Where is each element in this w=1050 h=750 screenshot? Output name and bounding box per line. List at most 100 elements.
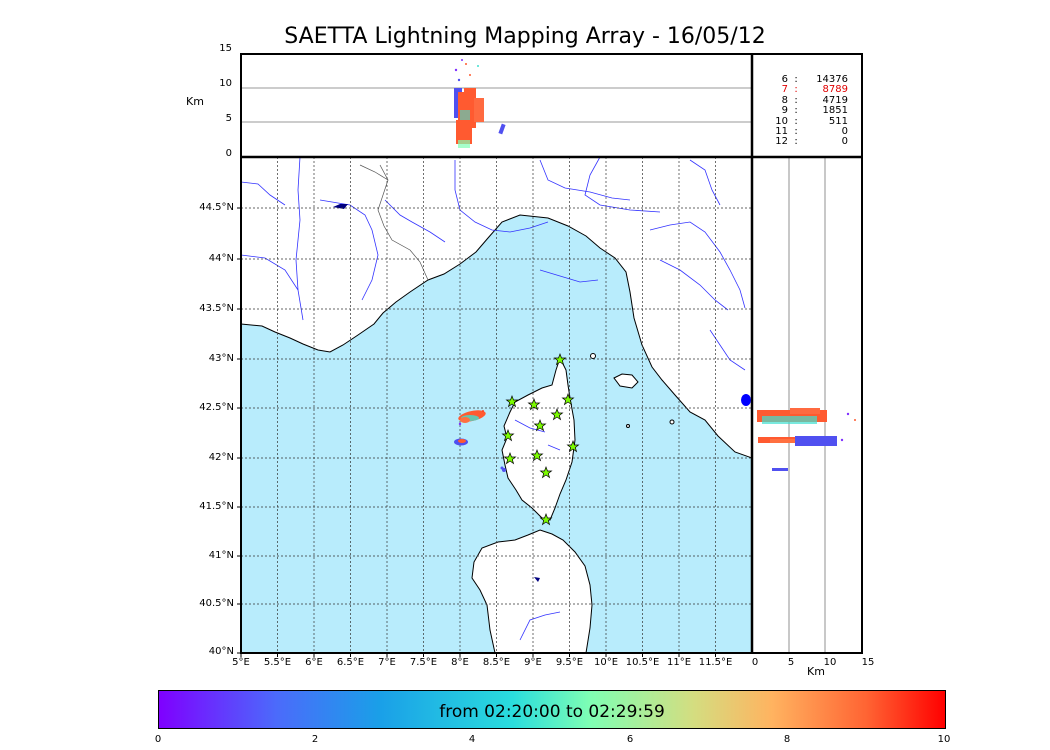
lat-tick: 44°N — [208, 253, 234, 264]
lon-tick: 7°E — [378, 657, 396, 668]
lon-tick: 11°E — [666, 657, 692, 668]
lon-tick: 9°E — [524, 657, 542, 668]
count-sep: : — [794, 84, 798, 96]
count-sep: : — [794, 105, 798, 117]
count-index: 10 — [775, 115, 788, 127]
count-sep: : — [794, 136, 798, 148]
count-value: 0 — [841, 136, 848, 148]
station-star — [550, 408, 564, 421]
figure-frame — [240, 53, 863, 654]
right-xlabel: Km — [807, 665, 825, 678]
station-star — [505, 395, 519, 408]
right-xtick: 0 — [751, 657, 759, 668]
count-index: 9 — [781, 105, 788, 117]
right-altitude-panel — [757, 157, 856, 653]
lake-sardinia — [534, 577, 540, 582]
source-count-table: 6: 14376 7: 8789 8: 4719 9: 1851 10: 511 11: 0… — [758, 74, 858, 148]
station-star — [539, 466, 553, 479]
colorbar-tick: 10 — [937, 734, 951, 745]
station-star — [553, 353, 567, 366]
colorbar-tick: 8 — [783, 734, 791, 745]
station-star — [561, 393, 575, 406]
count-row-highlight: 7: 8789 — [758, 84, 858, 96]
lon-tick: 9.5°E — [555, 657, 584, 668]
rivers — [241, 157, 746, 641]
capraia-island — [590, 353, 596, 359]
count-row: 11: 0 — [758, 126, 858, 138]
border-ch — [359, 164, 389, 181]
top-ytick: 0 — [225, 148, 232, 159]
count-value: 511 — [828, 115, 848, 127]
lon-tick: 7.5°E — [409, 657, 438, 668]
count-index: 11 — [775, 126, 788, 138]
lat-tick: 42.5°N — [199, 402, 234, 413]
giglio-island — [669, 419, 675, 425]
count-value: 8789 — [822, 84, 848, 96]
lon-tick: 8.5°E — [482, 657, 511, 668]
count-row: 8: 4719 — [758, 94, 858, 106]
station-star — [527, 398, 541, 411]
count-row: 6: 14376 — [758, 74, 858, 85]
sardinia — [471, 529, 593, 653]
lon-tick: 5°E — [232, 657, 250, 668]
lon-tick: 8°E — [451, 657, 469, 668]
station-markers — [501, 353, 580, 526]
time-colorbar — [158, 690, 946, 729]
top-ytick: 5 — [225, 113, 232, 124]
count-row: 9: 1851 — [758, 105, 858, 117]
elba-island — [613, 373, 639, 389]
colorbar-tick: 6 — [626, 734, 634, 745]
count-sep: : — [794, 74, 798, 85]
right-xtick: 15 — [861, 657, 875, 668]
top-ylabel: Km — [186, 95, 204, 108]
lightning-sources-altitude — [454, 59, 506, 148]
lat-tick: 43°N — [208, 353, 234, 364]
colorbar-tick: 2 — [311, 734, 319, 745]
tick-marks — [237, 207, 716, 657]
lat-tick: 43.5°N — [199, 303, 234, 314]
lon-tick: 6.5°E — [336, 657, 365, 668]
top-ytick: 15 — [219, 43, 232, 54]
count-sep: : — [794, 126, 798, 138]
lat-tick: 40.5°N — [199, 598, 234, 609]
count-value: 4719 — [822, 94, 848, 106]
lightning-sources-lat-alt — [757, 408, 856, 471]
count-row: 10: 511 — [758, 115, 858, 127]
station-star — [533, 419, 547, 432]
lat-tick: 41.5°N — [199, 501, 234, 512]
border-fr-it — [377, 164, 429, 281]
count-sep: : — [794, 94, 798, 106]
lat-tick: 41°N — [208, 550, 234, 561]
lon-tick: 6°E — [305, 657, 323, 668]
graticule — [241, 157, 752, 653]
count-sep: : — [794, 115, 798, 127]
lon-tick: 10°E — [593, 657, 619, 668]
count-index: 12 — [775, 136, 788, 148]
count-value: 1851 — [822, 105, 848, 117]
lat-tick: 44.5°N — [199, 202, 234, 213]
colorbar-tick: 4 — [468, 734, 476, 745]
lon-tick: 11.5°E — [698, 657, 733, 668]
colorbar-tick: 0 — [154, 734, 162, 745]
station-star — [501, 429, 515, 442]
count-row: 12: 0 — [758, 136, 858, 148]
station-star — [566, 440, 580, 453]
montecristo-island — [626, 424, 630, 428]
lon-tick: 10.5°E — [625, 657, 660, 668]
lat-tick: 40°N — [208, 646, 234, 657]
top-altitude-panel — [241, 59, 752, 148]
station-star — [530, 449, 544, 462]
map-panel — [241, 157, 752, 653]
count-index: 6 — [781, 74, 788, 85]
plot-title: SAETTA Lightning Mapping Array - 16/05/1… — [284, 24, 766, 49]
station-star — [539, 513, 553, 526]
corsica — [501, 356, 576, 521]
count-index: 7 — [781, 84, 788, 96]
colorbar-label: from 02:20:00 to 02:29:59 — [439, 702, 665, 722]
lon-tick: 5.5°E — [263, 657, 292, 668]
count-value: 0 — [841, 126, 848, 138]
mainland — [241, 157, 752, 459]
top-ytick: 10 — [219, 78, 232, 89]
lake-geneva — [333, 204, 348, 209]
